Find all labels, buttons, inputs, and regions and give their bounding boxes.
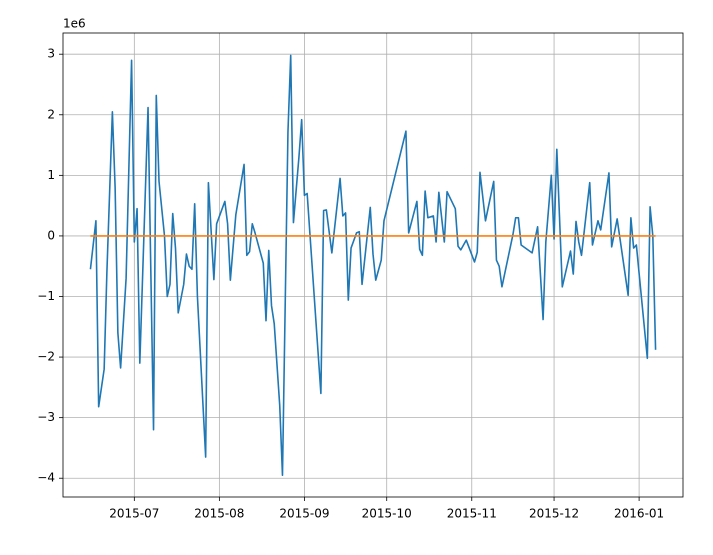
y-offset-label: 1e6: [63, 17, 86, 31]
y-tick-label: −3: [37, 410, 55, 424]
x-tick-label: 2016-01: [614, 507, 664, 521]
y-tick-label: −2: [37, 350, 55, 364]
x-tick-label: 2015-09: [279, 507, 329, 521]
y-tick-label: 3: [47, 47, 55, 61]
y-tick-label: 1: [47, 168, 55, 182]
y-tick-label: −1: [37, 289, 55, 303]
y-tick-label: −4: [37, 471, 55, 485]
plot-frame: [62, 32, 684, 498]
x-tick-label: 2015-08: [194, 507, 244, 521]
x-tick-label: 2015-11: [447, 507, 497, 521]
data-line: [89, 54, 657, 476]
y-tick-label: 2: [47, 107, 55, 121]
x-tick-label: 2015-10: [362, 507, 412, 521]
x-tick-label: 2015-07: [109, 507, 159, 521]
y-tick-label: 0: [47, 228, 55, 242]
x-tick-label: 2015-12: [529, 507, 579, 521]
